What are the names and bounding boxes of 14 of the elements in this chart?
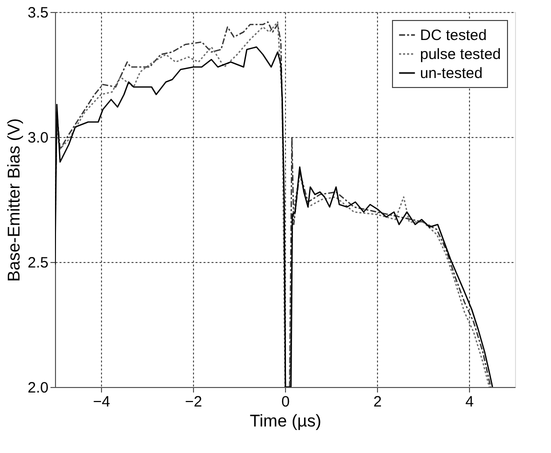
y-tick-label: 3.0 (28, 130, 48, 146)
x-tick-label: 0 (281, 394, 290, 410)
legend-label: un-tested (420, 65, 483, 82)
x-tick-label: 4 (465, 394, 474, 410)
legend-label: DC tested (420, 27, 487, 44)
y-axis-title: Base-Emitter Bias (V) (4, 118, 24, 282)
y-tick-label: 2.5 (28, 254, 48, 272)
x-tick-label: −4 (92, 394, 110, 410)
x-tick-label: 2 (373, 394, 382, 410)
legend-label: pulse tested (420, 46, 501, 63)
y-tick-label: 2.0 (28, 380, 48, 396)
y-tick-label: 3.5 (28, 4, 48, 22)
x-tick-label: −2 (184, 394, 202, 410)
x-axis-title: Time (µs) (250, 412, 322, 430)
